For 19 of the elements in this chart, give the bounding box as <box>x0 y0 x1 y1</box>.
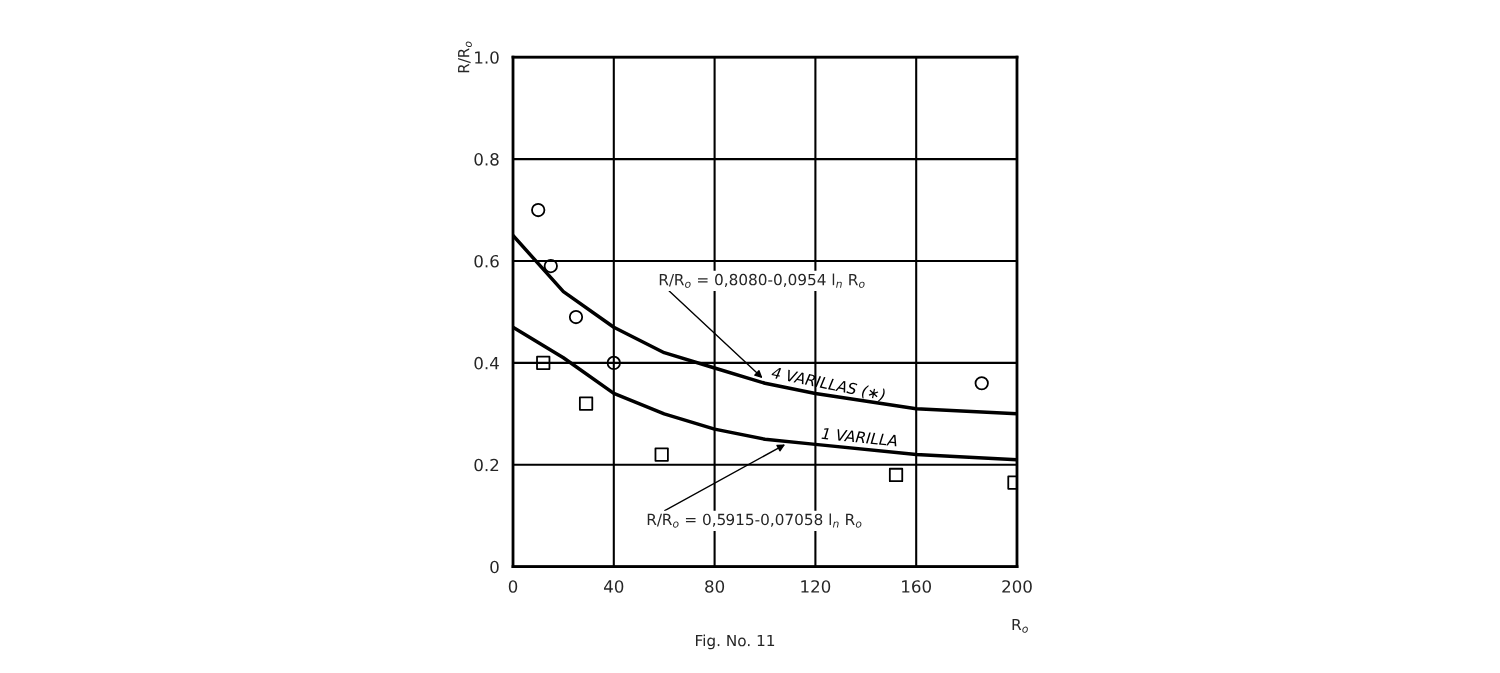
x-tick-label: 80 <box>705 580 725 593</box>
x-tick-label: 200 <box>1002 580 1032 593</box>
y-tick-label: 0.8 <box>474 153 499 166</box>
y-tick-label: 0 <box>490 560 499 574</box>
x-axis-title: R$_{o}$ <box>1012 618 1028 633</box>
y-axis-title: R/R$_{o}$ <box>458 41 472 73</box>
x-tick-label: 160 <box>902 580 931 593</box>
x-tick-label: 120 <box>801 580 831 593</box>
y-tick-label: 0.4 <box>474 356 499 370</box>
legend-label: 4 VARILLAS (∗) <box>770 366 886 403</box>
x-tick-label: 40 <box>604 580 624 593</box>
x-tick-label: 0 <box>508 580 518 593</box>
annotation: R/R$_{o}$ = 0,8080-0,0954 l$_{n}$ R$_{o}$ <box>659 273 865 288</box>
text: Fig. No. 11 <box>696 634 775 650</box>
text: 1 VARILLA <box>821 427 898 447</box>
y-tick-label: 0.6 <box>474 254 499 268</box>
y-tick-label: 1.0 <box>475 51 499 64</box>
annotation: R/R$_{o}$ = 0,5915-0,07058 l$_{n}$ R$_{o}$ <box>647 513 862 528</box>
y-tick-label: 0.2 <box>474 458 499 472</box>
